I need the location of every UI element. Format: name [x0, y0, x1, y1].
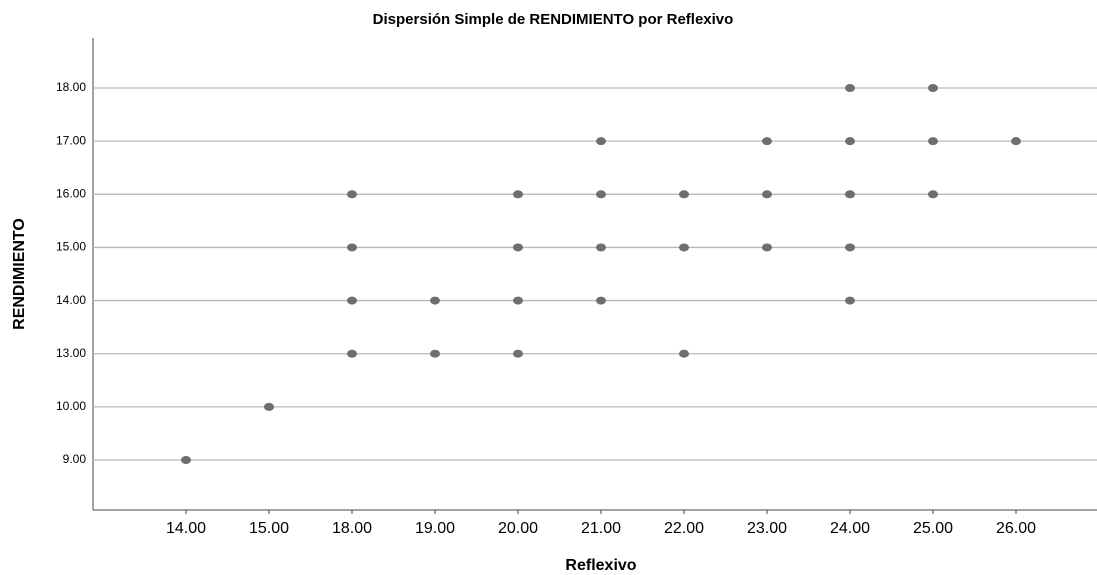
point	[513, 349, 523, 358]
point	[513, 190, 523, 199]
x-tick-label: 23.00	[747, 520, 787, 537]
point	[679, 349, 689, 358]
y-tick-label: 17.00	[56, 133, 86, 147]
point	[845, 190, 855, 199]
y-tick-label: 10.00	[56, 399, 86, 413]
x-tick-label: 24.00	[830, 520, 870, 537]
point	[430, 349, 440, 358]
point	[596, 296, 606, 305]
point	[347, 296, 357, 305]
x-tick-label: 21.00	[581, 520, 621, 537]
x-tick-label: 20.00	[498, 520, 538, 537]
point	[762, 190, 772, 199]
point	[1011, 137, 1021, 146]
x-axis-label: Reflexivo	[565, 557, 636, 574]
point	[928, 84, 938, 93]
x-tick-label: 22.00	[664, 520, 704, 537]
point	[845, 296, 855, 305]
point	[430, 296, 440, 305]
x-tick-label: 15.00	[249, 520, 289, 537]
point	[347, 349, 357, 358]
point	[513, 243, 523, 252]
point	[513, 296, 523, 305]
point	[264, 402, 274, 411]
point	[762, 137, 772, 146]
y-tick-label: 18.00	[56, 80, 86, 94]
x-tick-label: 25.00	[913, 520, 953, 537]
point	[181, 456, 191, 464]
x-tick-label: 19.00	[415, 520, 455, 537]
x-tick-label: 14.00	[166, 520, 206, 537]
point	[347, 243, 357, 252]
point	[596, 137, 606, 146]
point	[679, 190, 689, 199]
point	[347, 190, 357, 199]
point	[928, 137, 938, 146]
point	[845, 243, 855, 252]
y-tick-label: 15.00	[56, 240, 86, 254]
point	[845, 137, 855, 146]
y-tick-label: 16.00	[56, 186, 86, 200]
point	[762, 243, 772, 252]
x-tick-label: 18.00	[332, 520, 372, 537]
point	[845, 84, 855, 93]
x-tick-label: 26.00	[996, 520, 1036, 537]
y-tick-label: 9.00	[63, 452, 87, 466]
point	[596, 243, 606, 252]
y-tick-label: 13.00	[56, 346, 86, 360]
point	[596, 190, 606, 199]
point	[928, 190, 938, 199]
chart-title: Dispersión Simple de RENDIMIENTO por Ref…	[373, 11, 734, 28]
point	[679, 243, 689, 252]
y-axis-label: RENDIMIENTO	[11, 218, 28, 330]
y-tick-label: 14.00	[56, 293, 86, 307]
